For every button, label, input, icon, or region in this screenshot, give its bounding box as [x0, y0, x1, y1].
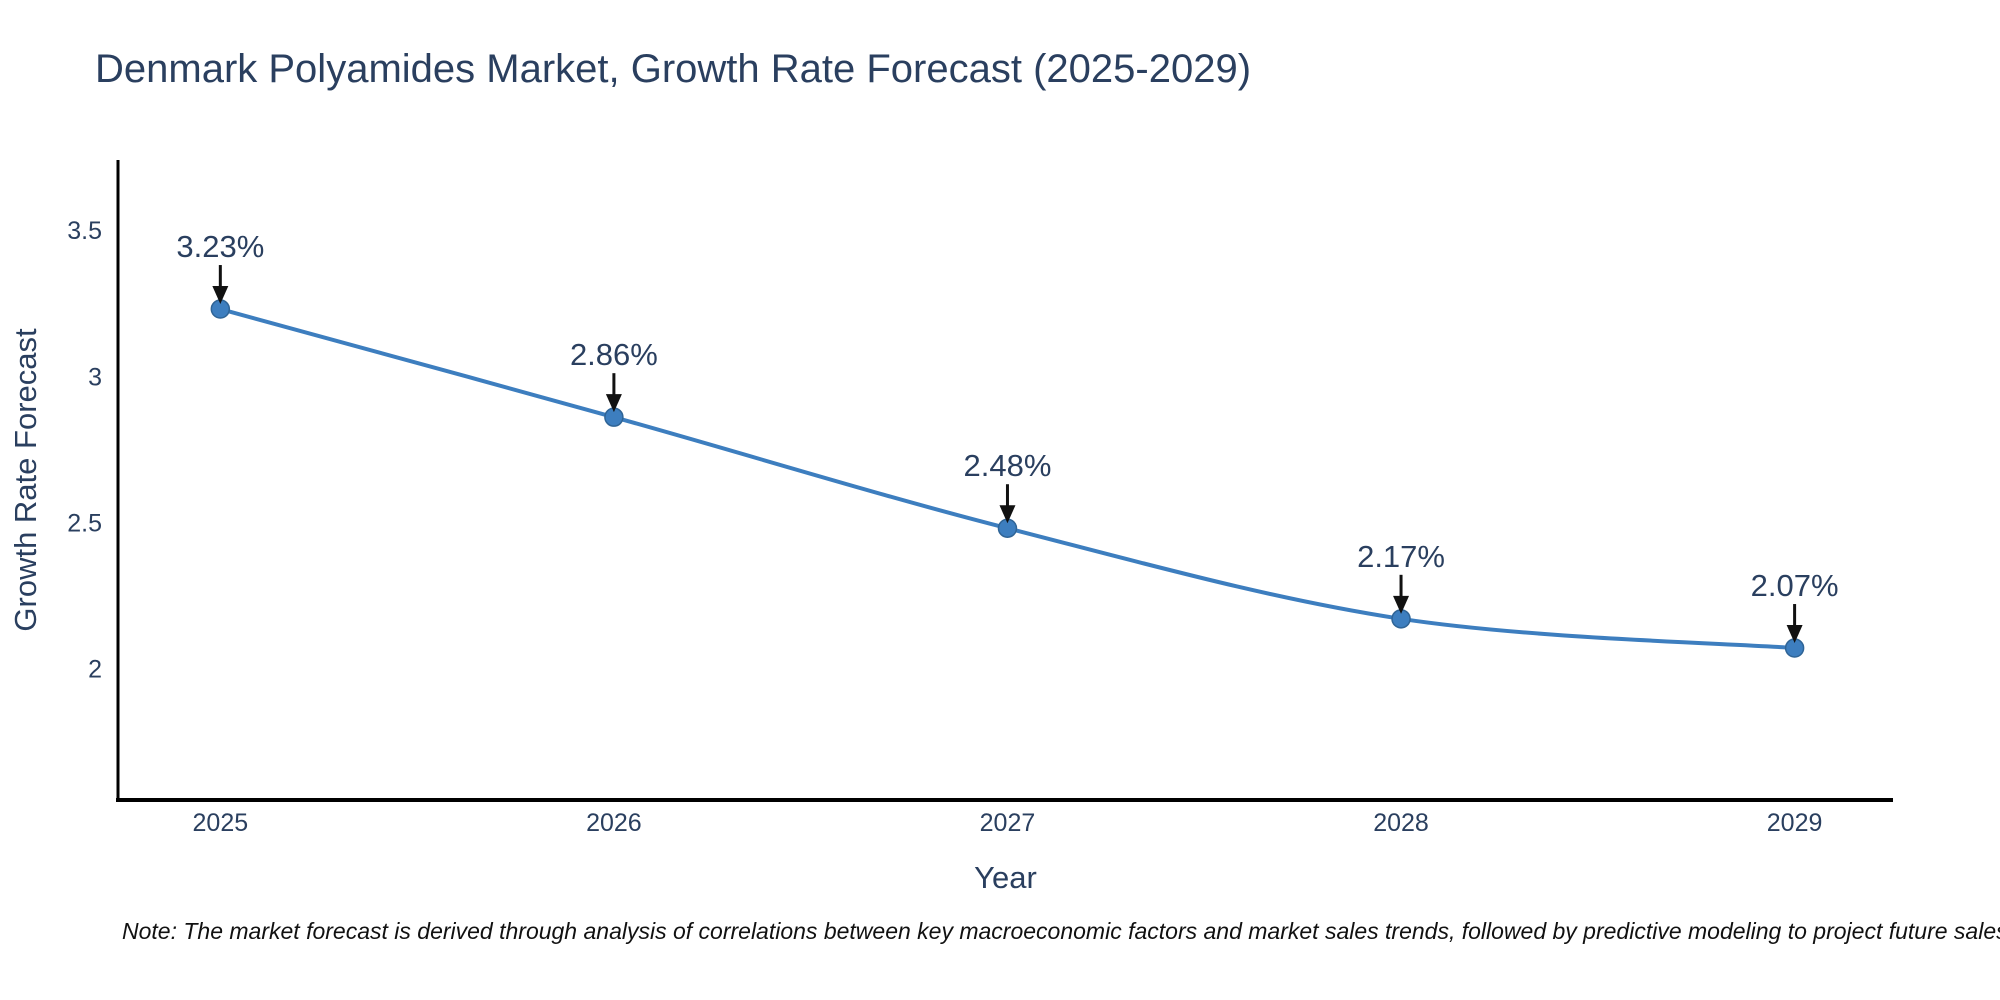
annotation-arrow-head [1786, 625, 1803, 644]
x-tick-label: 2026 [586, 809, 642, 837]
annotation-label: 2.86% [570, 337, 658, 372]
annotation-arrow-head [605, 394, 622, 413]
x-tick-label: 2027 [980, 809, 1036, 837]
annotation-arrow-head [999, 505, 1016, 524]
annotation-label: 2.07% [1751, 568, 1839, 603]
x-tick-label: 2028 [1373, 809, 1429, 837]
annotation-arrow-head [212, 286, 229, 305]
x-axis-title: Year [974, 860, 1037, 895]
annotation-label: 2.48% [964, 448, 1052, 483]
chart-title: Denmark Polyamides Market, Growth Rate F… [95, 47, 1252, 91]
y-tick-label: 2 [88, 655, 102, 683]
y-axis-title: Growth Rate Forecast [8, 328, 43, 632]
annotation-label: 3.23% [176, 229, 264, 264]
x-tick-label: 2029 [1767, 809, 1823, 837]
annotation-label: 2.17% [1357, 539, 1445, 574]
y-tick-label: 2.5 [67, 509, 102, 537]
y-tick-label: 3 [88, 363, 102, 391]
footnote: Note: The market forecast is derived thr… [122, 918, 2000, 944]
x-tick-label: 2025 [193, 809, 249, 837]
y-tick-label: 3.5 [67, 217, 102, 245]
annotation-arrow-head [1393, 595, 1410, 614]
